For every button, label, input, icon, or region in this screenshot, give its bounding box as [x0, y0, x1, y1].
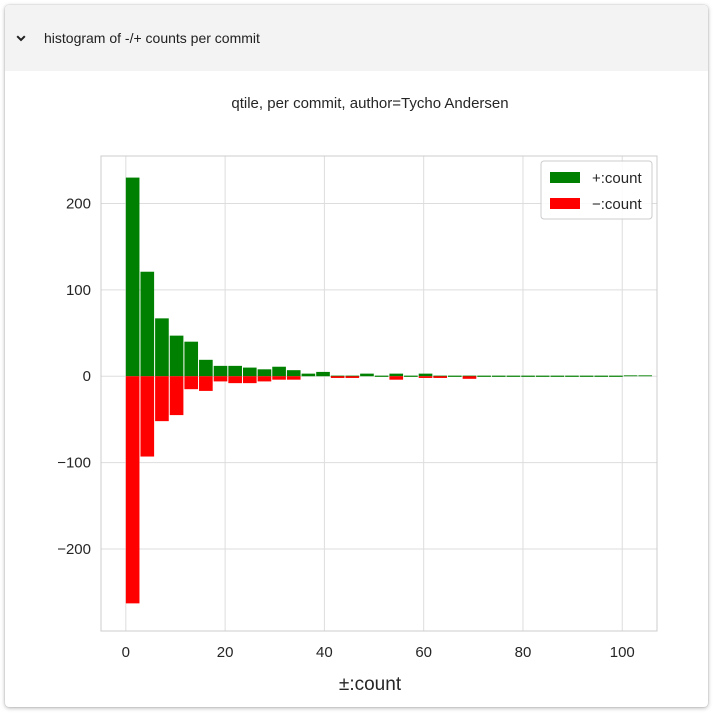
bar-plus-3 — [169, 335, 184, 377]
y-tick-label-1: 100 — [66, 282, 91, 299]
bar-plus-24 — [477, 375, 491, 377]
bar-plus-18 — [389, 373, 404, 377]
bar-plus-27 — [521, 375, 535, 377]
chevron-down-icon[interactable] — [14, 31, 28, 45]
bar-plus-26 — [506, 375, 521, 377]
bar-plus-32 — [594, 375, 609, 377]
bar-minus-15 — [345, 376, 360, 378]
bar-plus-34 — [623, 375, 638, 377]
panel-title: histogram of -/+ counts per commit — [44, 30, 260, 46]
chart-title: qtile, per commit, author=Tycho Andersen — [231, 95, 508, 112]
x-tick-label-5: 100 — [610, 644, 635, 661]
bar-plus-17 — [374, 375, 389, 377]
bar-plus-20 — [418, 373, 433, 377]
histogram-panel: histogram of -/+ counts per commit qtile… — [5, 5, 708, 707]
bar-plus-33 — [609, 375, 623, 377]
bar-plus-6 — [213, 365, 228, 377]
bar-plus-12 — [301, 373, 316, 377]
bar-plus-2 — [155, 318, 169, 377]
bar-minus-1 — [140, 376, 155, 457]
bar-plus-25 — [491, 375, 506, 377]
bar-plus-10 — [272, 366, 286, 377]
bar-plus-30 — [565, 375, 579, 377]
legend: +:count −:count — [540, 160, 653, 220]
plot-frame — [100, 155, 658, 632]
bar-minus-14 — [330, 376, 345, 378]
x-tick-label-4: 80 — [515, 644, 532, 661]
bar-plus-7 — [228, 365, 242, 377]
bar-plus-4 — [184, 341, 199, 377]
x-tick-label-2: 40 — [316, 644, 333, 661]
bar-plus-31 — [579, 375, 594, 377]
legend-label-plus: +:count — [592, 170, 642, 187]
bar-minus-3 — [169, 376, 184, 416]
bar-plus-11 — [286, 370, 301, 377]
bar-minus-4 — [184, 376, 199, 390]
bar-plus-29 — [550, 375, 565, 377]
bar-minus-7 — [228, 376, 242, 384]
panel-header[interactable]: histogram of -/+ counts per commit — [5, 5, 708, 71]
x-axis-label: ±:count — [339, 674, 402, 695]
y-tick-label-4: −200 — [57, 541, 91, 558]
grid-lines — [101, 156, 657, 631]
bar-minus-6 — [213, 376, 228, 382]
bar-plus-22 — [448, 375, 462, 377]
bar-plus-35 — [638, 375, 653, 377]
bar-plus-9 — [257, 369, 272, 377]
bars — [125, 177, 653, 604]
bar-minus-8 — [242, 376, 257, 384]
bar-plus-1 — [140, 271, 155, 377]
bar-minus-11 — [286, 376, 301, 380]
chart-area: qtile, per commit, author=Tycho Andersen… — [5, 71, 708, 707]
x-tick-label-0: 0 — [122, 644, 130, 661]
bar-plus-13 — [316, 371, 330, 377]
y-tick-label-3: −100 — [57, 455, 91, 472]
bar-plus-28 — [535, 375, 550, 377]
bar-minus-2 — [155, 376, 169, 422]
y-axis-ticks: 200 100 0 −100 −200 — [57, 196, 91, 558]
y-tick-label-0: 200 — [66, 196, 91, 213]
x-tick-label-3: 60 — [415, 644, 432, 661]
x-axis-ticks: 0 20 40 60 80 100 — [122, 644, 635, 661]
bar-plus-19 — [404, 375, 418, 377]
bar-minus-23 — [462, 376, 477, 379]
bar-minus-21 — [433, 376, 448, 378]
bar-minus-20 — [418, 376, 433, 378]
bar-plus-8 — [242, 367, 257, 377]
bar-minus-9 — [257, 376, 272, 382]
bar-plus-0 — [125, 177, 140, 377]
bar-minus-10 — [272, 376, 286, 380]
bar-plus-5 — [199, 359, 213, 377]
x-tick-label-1: 20 — [217, 644, 234, 661]
y-tick-label-2: 0 — [83, 368, 91, 385]
legend-label-minus: −:count — [592, 196, 642, 213]
plot-border — [100, 155, 658, 632]
bar-minus-0 — [125, 376, 140, 604]
bar-minus-5 — [199, 376, 213, 391]
histogram-chart: qtile, per commit, author=Tycho Andersen… — [57, 95, 658, 695]
bar-plus-16 — [360, 373, 374, 377]
legend-swatch-plus — [550, 172, 580, 183]
legend-swatch-minus — [550, 198, 580, 209]
bar-minus-18 — [389, 376, 404, 380]
